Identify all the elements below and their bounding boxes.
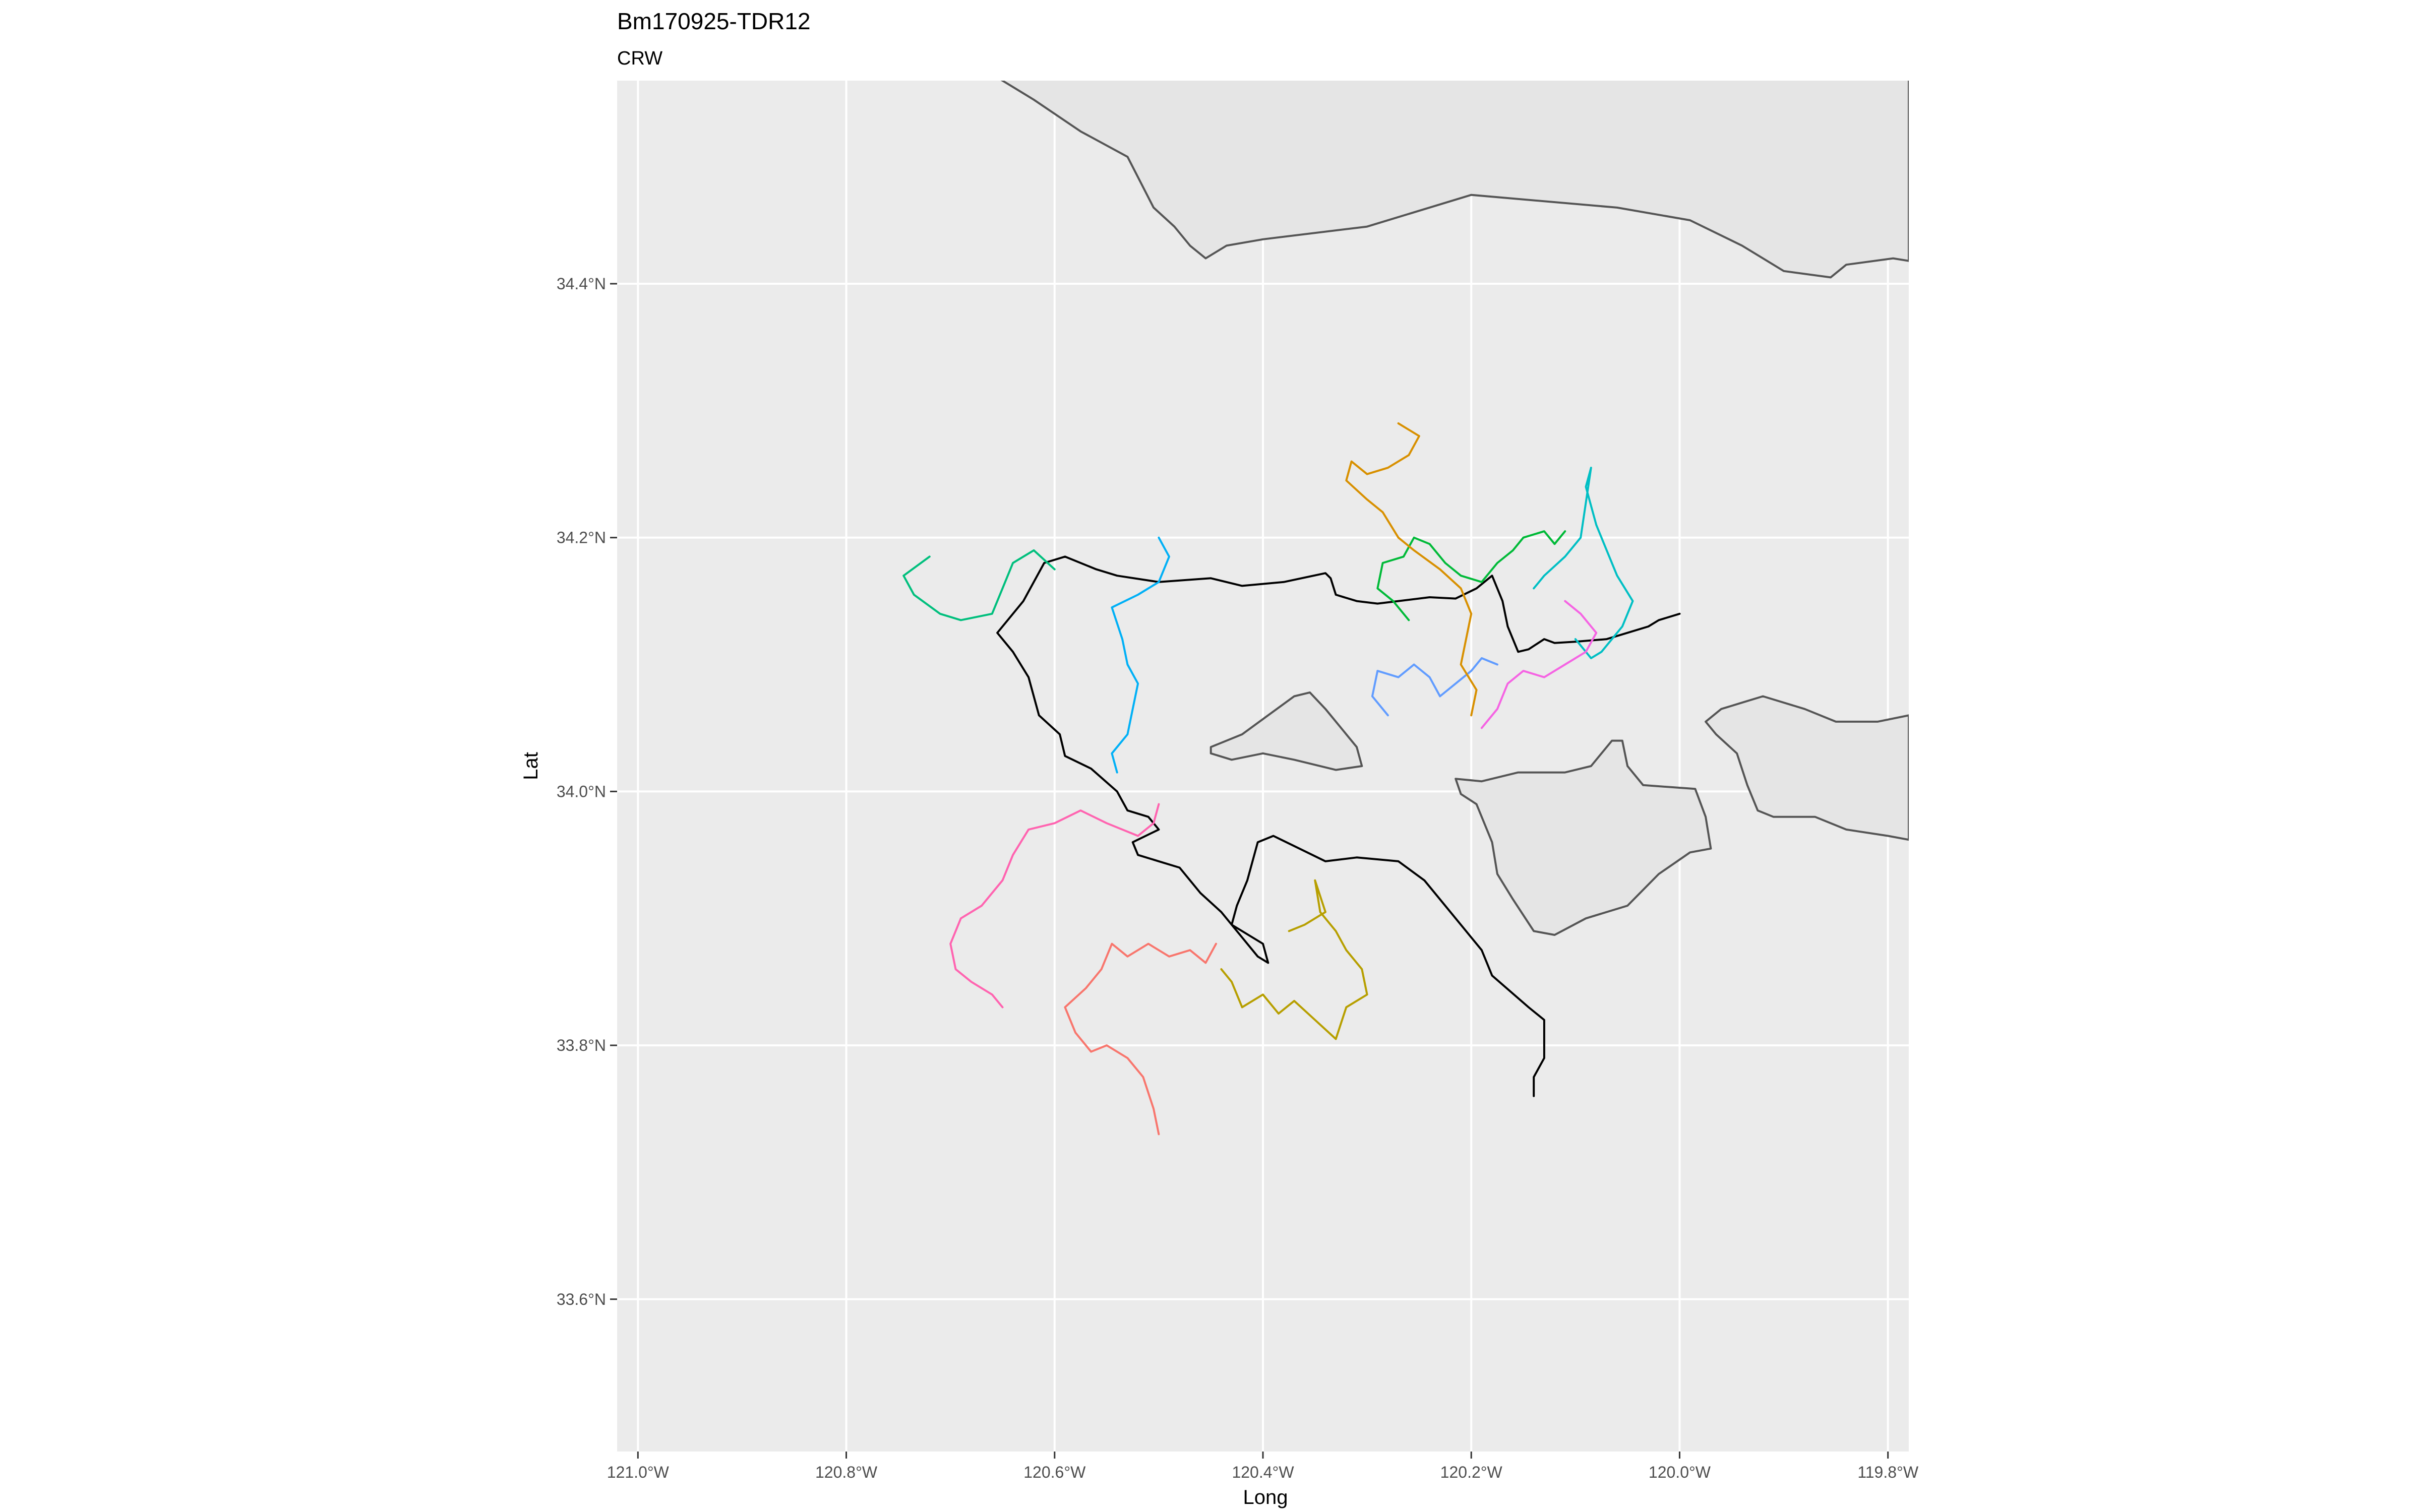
y-tick-label-2: 34.0°N — [557, 782, 606, 800]
x-axis-title: Long — [1243, 1486, 1288, 1508]
land-polygon-3 — [1705, 695, 1909, 841]
track-line-10 — [1345, 422, 1478, 717]
track-line-8 — [1480, 600, 1598, 729]
track-line-6 — [1111, 536, 1170, 774]
x-tick-label-2: 120.6°W — [1023, 1463, 1086, 1481]
land-polygon-2 — [1455, 739, 1712, 936]
x-axis: 121.0°W 120.8°W 120.6°W 120.4°W 120.2°W 120.0… — [607, 1452, 1919, 1481]
y-axis-title: Lat — [520, 752, 542, 780]
land-layer — [1000, 81, 1909, 936]
y-tick-label-4: 34.4°N — [557, 275, 606, 293]
land-polygon-1 — [1209, 691, 1363, 771]
track-line-9 — [949, 803, 1160, 1009]
track-line-3 — [1376, 530, 1566, 621]
track-line-7 — [1371, 657, 1498, 717]
x-tick-label-4: 120.2°W — [1440, 1463, 1503, 1481]
track-line-0 — [996, 555, 1681, 1097]
track-line-4 — [902, 549, 1056, 621]
x-tick-label-0: 121.0°W — [607, 1463, 670, 1481]
x-tick-label-6: 119.8°W — [1857, 1463, 1919, 1481]
x-tick-label-1: 120.8°W — [815, 1463, 878, 1481]
y-tick-label-3: 34.2°N — [557, 529, 606, 547]
y-axis: 33.6°N 33.8°N 34.0°N 34.2°N 34.4°N — [557, 275, 617, 1308]
x-tick-label-3: 120.4°W — [1232, 1463, 1294, 1481]
y-tick-label-0: 33.6°N — [557, 1290, 606, 1308]
land-polygon-0 — [1000, 81, 1909, 279]
track-line-1 — [1064, 942, 1217, 1136]
track-line-2 — [1220, 879, 1368, 1040]
x-tick-label-5: 120.0°W — [1649, 1463, 1711, 1481]
track-line-5 — [1533, 467, 1634, 659]
chart-title: Bm170925-TDR12 — [617, 8, 811, 34]
track-layer — [902, 422, 1681, 1136]
y-tick-label-1: 33.8°N — [557, 1036, 606, 1054]
chart-subtitle: CRW — [617, 48, 662, 69]
